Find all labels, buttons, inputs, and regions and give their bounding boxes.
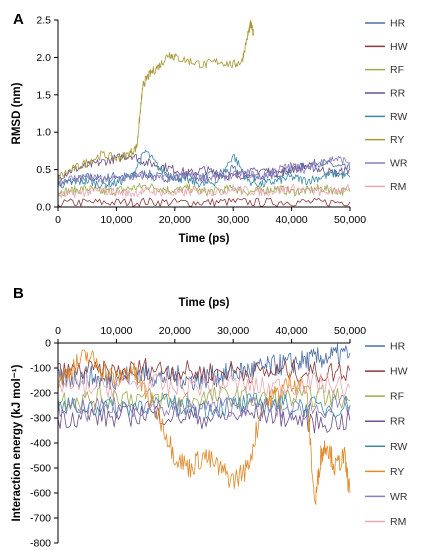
series-line-ry <box>57 19 254 181</box>
legend-label-hw: HW <box>390 41 408 53</box>
legend: HR HW RF RR RW RY WR RM <box>365 341 408 528</box>
legend-label-rw: RW <box>390 111 407 123</box>
x-tick-label: 0 <box>55 214 61 226</box>
x-tick-label: 50,000 <box>334 325 366 337</box>
legend-label-ry: RY <box>390 134 404 146</box>
x-tick-label: 30,000 <box>217 214 249 226</box>
x-tick-label: 20,000 <box>159 214 191 226</box>
legend-label-hw: HW <box>390 366 408 378</box>
series-line-rm <box>57 183 351 199</box>
x-axis-label: Time (ps) <box>179 297 230 309</box>
x-axis-label: Time (ps) <box>179 233 230 245</box>
chart-panel-b: B 0 -100 -200 -300 -400 -500 -600 -700 -800 0 10,00… <box>11 285 408 550</box>
series-line-rm <box>57 372 351 399</box>
y-axis-label: RMSD (nm) <box>11 82 23 144</box>
legend-label-wr: WR <box>390 158 408 170</box>
series-line-ry <box>57 349 351 505</box>
legend-label-rf: RF <box>390 64 404 76</box>
series-line-rr <box>57 402 351 434</box>
x-tick-label: 50,000 <box>334 214 366 226</box>
legend-label-rr: RR <box>390 416 406 428</box>
series-line-wr <box>57 155 351 186</box>
x-tick-label: 30,000 <box>217 325 249 337</box>
series-group <box>57 343 351 505</box>
y-axis-label: Interaction energy (kJ mol⁻¹) <box>11 364 23 521</box>
y-tick-label: 0.0 <box>36 202 51 214</box>
y-tick-label: -300 <box>30 413 51 425</box>
legend-label-ry: RY <box>390 466 404 478</box>
y-tick-label: -600 <box>30 488 51 500</box>
series-line-hw <box>57 197 351 208</box>
series-line-wr <box>57 394 351 422</box>
x-tick-label: 10,000 <box>100 214 132 226</box>
y-tick-label: 2.5 <box>36 15 51 27</box>
y-tick-label: -100 <box>30 363 51 375</box>
chart-panel-a: A 0.0 0.5 1.0 1.5 2.0 2.5 0 10,000 20,000 30,000 40… <box>11 11 408 245</box>
x-tick-label: 0 <box>55 325 61 337</box>
y-tick-label: -800 <box>30 538 51 550</box>
series-line-hr <box>57 158 351 190</box>
series-line-rw <box>57 392 351 419</box>
y-tick-label: -400 <box>30 438 51 450</box>
legend-label-hr: HR <box>390 341 406 353</box>
legend-label-rf: RF <box>390 391 404 403</box>
y-tick-label: 2.0 <box>36 52 51 64</box>
x-tick-label: 40,000 <box>276 325 308 337</box>
legend: HR HW RF RR RW RY WR RM <box>365 18 408 193</box>
y-tick-label: -700 <box>30 513 51 525</box>
legend-label-wr: WR <box>390 491 408 503</box>
y-tick-label: 0.5 <box>36 164 51 176</box>
y-tick-label: 1.0 <box>36 127 51 139</box>
y-tick-label: -500 <box>30 463 51 475</box>
y-tick-label: 1.5 <box>36 89 51 101</box>
series-line-rf <box>57 384 351 411</box>
legend-label-rm: RM <box>390 181 406 193</box>
legend-label-hr: HR <box>390 18 406 30</box>
x-tick-label: 10,000 <box>100 325 132 337</box>
series-line-rw <box>57 149 351 189</box>
y-tick-label: 0 <box>45 338 51 350</box>
legend-label-rw: RW <box>390 441 407 453</box>
legend-label-rr: RR <box>390 88 406 100</box>
x-tick-label: 20,000 <box>159 325 191 337</box>
panel-letter: A <box>13 11 24 28</box>
y-tick-label: -200 <box>30 388 51 400</box>
panel-letter: B <box>13 285 24 302</box>
legend-label-rm: RM <box>390 516 406 528</box>
x-tick-label: 40,000 <box>276 214 308 226</box>
series-group <box>57 19 351 208</box>
